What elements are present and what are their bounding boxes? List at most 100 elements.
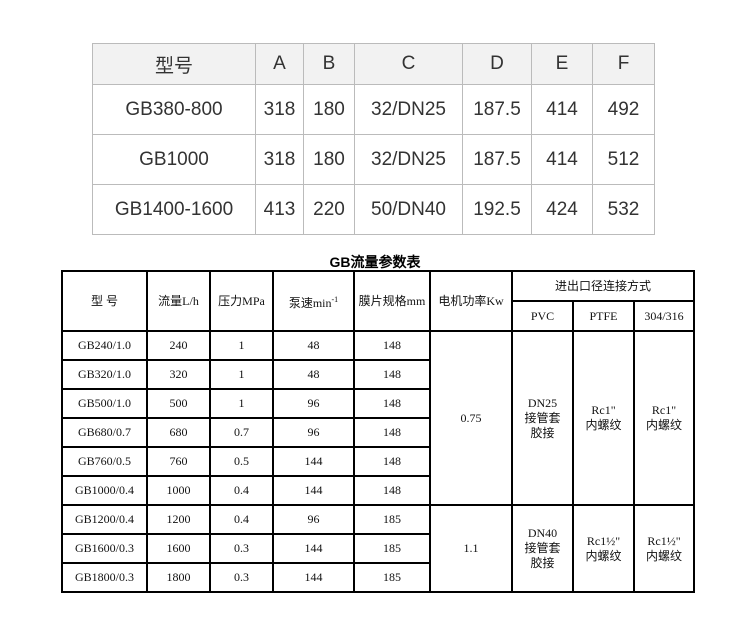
speed-cell: 144 xyxy=(272,446,355,477)
pressure-cell: 1 xyxy=(209,330,274,361)
table-row: GB1800/0.3 1800 0.3 144 185 xyxy=(61,562,694,593)
diaphragm-cell: 185 xyxy=(353,504,431,535)
header-ptfe: PTFE xyxy=(572,300,635,332)
header-ss: 304/316 xyxy=(633,300,695,332)
table-row: GB1600/0.3 1600 0.3 144 185 xyxy=(61,533,694,564)
connection-line: 内螺纹 xyxy=(645,418,682,432)
speed-cell: 144 xyxy=(272,533,355,564)
speed-cell: 96 xyxy=(272,504,355,535)
model-cell: GB680/0.7 xyxy=(61,417,148,448)
table-cell: 50/DN40 xyxy=(354,184,463,235)
flow-cell: 320 xyxy=(146,359,211,390)
header-speed: 泵速min-1 xyxy=(272,270,355,332)
flow-cell: 500 xyxy=(146,388,211,419)
header-power: 电机功率Kw xyxy=(429,270,513,332)
pressure-cell: 0.5 xyxy=(209,446,274,477)
table-row: GB1000/0.4 1000 0.4 144 148 xyxy=(61,475,694,506)
model-cell: GB1600/0.3 xyxy=(61,533,148,564)
table-row: GB760/0.5 760 0.5 144 148 xyxy=(61,446,694,477)
pressure-cell: 0.4 xyxy=(209,475,274,506)
pvc-connection-cell: DN25 接管套 胶接 xyxy=(511,330,574,506)
table-cell: 318 xyxy=(255,84,304,135)
table-cell: 180 xyxy=(303,84,355,135)
table-cell: 532 xyxy=(592,184,655,235)
flow-cell: 240 xyxy=(146,330,211,361)
power-cell: 0.75 xyxy=(429,330,513,506)
flow-cell: 760 xyxy=(146,446,211,477)
table-cell: 413 xyxy=(255,184,304,235)
connection-line: 胶接 xyxy=(530,556,555,570)
model-cell: GB1200/0.4 xyxy=(61,504,148,535)
flow-cell: 1800 xyxy=(146,562,211,593)
table-cell: 318 xyxy=(255,134,304,185)
connection-line: Rc1" xyxy=(651,403,677,417)
table-cell: 414 xyxy=(531,84,593,135)
connection-line: Rc1" xyxy=(591,403,616,417)
speed-cell: 144 xyxy=(272,562,355,593)
header-c: C xyxy=(354,43,463,85)
header-b: B xyxy=(303,43,355,85)
dimensions-header-row: 型号 A B C D E F xyxy=(92,43,655,85)
diaphragm-cell: 185 xyxy=(353,533,431,564)
connection-line: 胶接 xyxy=(530,425,555,440)
model-cell: GB500/1.0 xyxy=(61,388,148,419)
table-row: GB320/1.0 320 1 48 148 xyxy=(61,359,694,390)
table-cell: 492 xyxy=(592,84,655,135)
diaphragm-cell: 148 xyxy=(353,475,431,506)
connection-line: 内螺纹 xyxy=(585,548,622,563)
table-cell: 512 xyxy=(592,134,655,185)
flow-cell: 1000 xyxy=(146,475,211,506)
table-cell: 414 xyxy=(531,134,593,185)
model-cell: GB1000 xyxy=(92,134,256,185)
flow-parameter-table: 型 号 流量L/h 压力MPa 泵速min-1 膜片规格mm 电机功率Kw 进出… xyxy=(61,270,695,593)
model-cell: GB380-800 xyxy=(92,84,256,135)
connection-line: DN25 xyxy=(527,395,558,410)
table-cell: 180 xyxy=(303,134,355,185)
diaphragm-cell: 148 xyxy=(353,446,431,477)
header-pvc: PVC xyxy=(511,300,574,332)
flow-table-title: GB流量参数表 xyxy=(329,254,421,270)
header-model: 型号 xyxy=(92,43,256,85)
speed-cell: 48 xyxy=(272,330,355,361)
ss-connection-cell: Rc1" 内螺纹 xyxy=(633,330,695,506)
flow-cell: 680 xyxy=(146,417,211,448)
model-cell: GB1400-1600 xyxy=(92,184,256,235)
connection-line: 内螺纹 xyxy=(645,548,682,563)
model-cell: GB320/1.0 xyxy=(61,359,148,390)
dimensions-table: 型号 A B C D E F GB380-800 318 180 32/DN25 187… xyxy=(92,43,655,235)
flow-cell: 1600 xyxy=(146,533,211,564)
table-row: GB680/0.7 680 0.7 96 148 xyxy=(61,417,694,448)
header-e: E xyxy=(531,43,593,85)
speed-cell: 48 xyxy=(272,359,355,390)
model-cell: GB760/0.5 xyxy=(61,446,148,477)
header-a: A xyxy=(255,43,304,85)
pressure-cell: 0.4 xyxy=(209,504,274,535)
table-row: GB1400-1600 413 220 50/DN40 192.5 424 532 xyxy=(92,184,655,235)
flow-subheader-row: PVC PTFE 304/316 xyxy=(62,300,695,332)
header-flow: 流量L/h xyxy=(146,270,211,332)
ss-connection-cell: Rc1½" 内螺纹 xyxy=(633,504,695,593)
model-cell: GB240/1.0 xyxy=(61,330,148,361)
header-d: D xyxy=(462,43,532,85)
header-speed-label: 泵速min xyxy=(288,295,332,310)
connection-line: 接管套 xyxy=(524,541,561,555)
diaphragm-cell: 148 xyxy=(353,330,431,361)
table-cell: 192.5 xyxy=(462,184,532,235)
speed-cell: 144 xyxy=(272,475,355,506)
pvc-connection-cell: DN40 接管套 胶接 xyxy=(511,504,574,593)
connection-line: 内螺纹 xyxy=(585,418,622,432)
table-cell: 424 xyxy=(531,184,593,235)
pressure-cell: 0.3 xyxy=(209,562,274,593)
table-row: GB1000 318 180 32/DN25 187.5 414 512 xyxy=(92,134,655,185)
header-f: F xyxy=(592,43,655,85)
table-row: GB500/1.0 500 1 96 148 xyxy=(61,388,694,419)
pressure-cell: 0.7 xyxy=(209,417,274,448)
pressure-cell: 1 xyxy=(209,388,274,419)
pressure-cell: 1 xyxy=(209,359,274,390)
table-cell: 32/DN25 xyxy=(354,84,463,135)
table-row: GB1200/0.4 1200 0.4 96 185 1.1 DN40 接管套 胶接 Rc1½" 内… xyxy=(61,504,695,593)
pressure-cell: 0.3 xyxy=(209,533,274,564)
flow-header-row: 型 号 流量L/h 压力MPa 泵速min-1 膜片规格mm 电机功率Kw 进出… xyxy=(61,270,695,332)
table-cell: 220 xyxy=(303,184,355,235)
table-row: GB380-800 318 180 32/DN25 187.5 414 492 xyxy=(92,84,655,135)
